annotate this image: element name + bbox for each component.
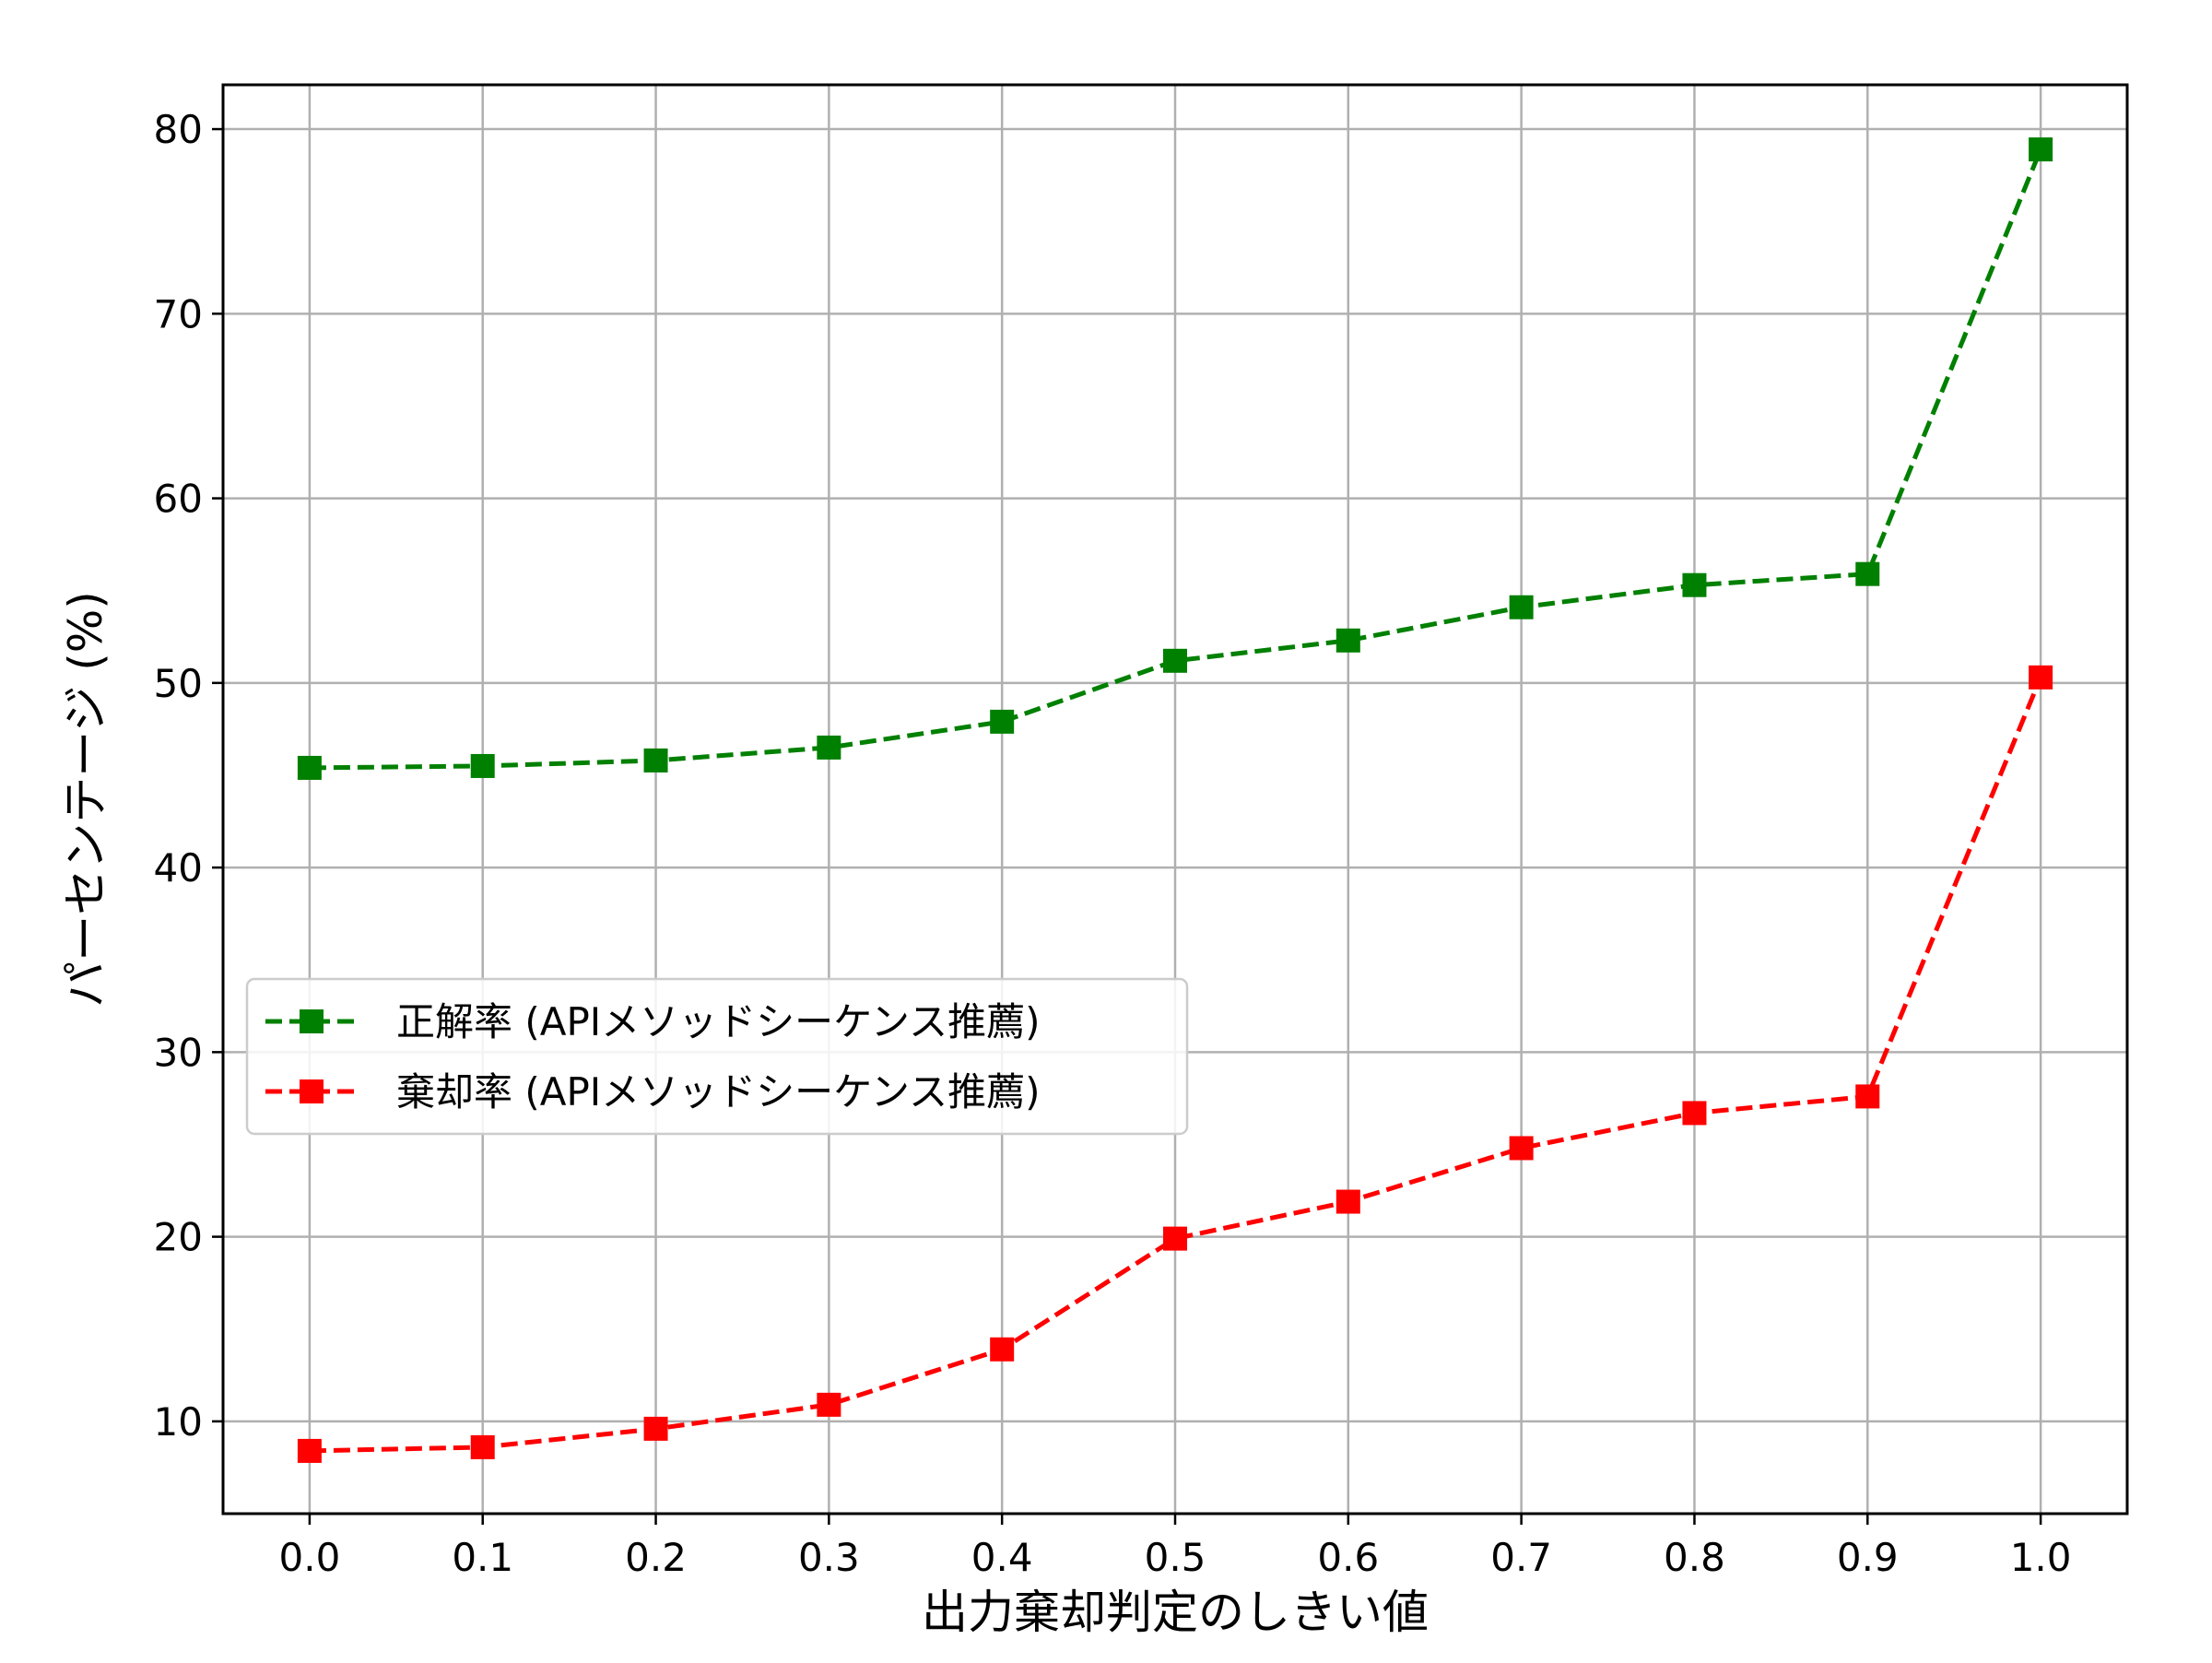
data-point <box>2029 665 2053 690</box>
y-tick-label: 70 <box>154 291 203 336</box>
data-point <box>470 753 495 778</box>
legend-box <box>245 977 1189 1136</box>
data-point <box>297 755 322 780</box>
data-point <box>1335 1189 1360 1214</box>
ticks: 0.0 0.1 0.2 0.3 0.4 0.5 0.6 0.7 0.8 0.9 1.0 10 20 30 4… <box>154 107 2072 1580</box>
data-point <box>1682 572 1707 597</box>
data-point <box>990 1337 1015 1362</box>
y-tick-label: 20 <box>154 1215 203 1260</box>
x-tick-label: 0.5 <box>1145 1535 1206 1580</box>
x-tick-label: 1.0 <box>2010 1535 2072 1580</box>
x-tick-label: 0.0 <box>279 1535 341 1580</box>
data-point <box>2029 137 2053 162</box>
series-2 <box>297 665 2053 1463</box>
legend: 正解率 (APIメソッドシーケンス推薦) 棄却率 (APIメソッドシーケンス推薦) <box>245 977 1189 1136</box>
y-tick-label: 40 <box>154 845 203 890</box>
legend-marker <box>300 1079 324 1103</box>
series-line <box>309 676 2043 1454</box>
x-tick-label: 0.7 <box>1490 1535 1552 1580</box>
x-tick-label: 0.3 <box>798 1535 860 1580</box>
data-point <box>643 748 668 773</box>
legend-label: 棄却率 (APIメソッドシーケンス推薦) <box>396 1069 1040 1115</box>
series-1 <box>297 137 2053 780</box>
x-tick-label: 0.1 <box>452 1535 513 1580</box>
y-tick-label: 60 <box>154 477 203 522</box>
data-point <box>990 709 1015 734</box>
data-point <box>1335 628 1360 653</box>
x-tick-label: 0.2 <box>625 1535 687 1580</box>
data-point <box>643 1416 668 1441</box>
y-axis-title: パーセンテージ (%) <box>59 591 112 1007</box>
x-tick-label: 0.4 <box>971 1535 1033 1580</box>
x-tick-label: 0.9 <box>1837 1535 1899 1580</box>
data-point <box>1855 561 1880 586</box>
y-tick-label: 30 <box>154 1030 203 1075</box>
series-layer <box>297 137 2053 1463</box>
y-tick-label: 50 <box>154 661 203 706</box>
data-point <box>1509 595 1534 619</box>
data-point <box>1163 648 1187 673</box>
data-point <box>1682 1101 1707 1126</box>
legend-marker <box>300 1009 324 1033</box>
data-point <box>1163 1226 1187 1251</box>
y-tick-label: 80 <box>154 107 203 152</box>
legend-label: 正解率 (APIメソッドシーケンス推薦) <box>396 999 1040 1044</box>
data-point <box>297 1438 322 1463</box>
data-point <box>817 1392 841 1417</box>
data-point <box>1855 1084 1880 1109</box>
x-tick-label: 0.6 <box>1317 1535 1379 1580</box>
x-axis-title: 出力棄却判定のしきい値 <box>922 1586 1429 1639</box>
x-tick-label: 0.8 <box>1664 1535 1725 1580</box>
data-point <box>817 735 841 760</box>
data-point <box>1509 1136 1534 1161</box>
data-point <box>470 1434 495 1459</box>
y-tick-label: 10 <box>154 1399 203 1445</box>
